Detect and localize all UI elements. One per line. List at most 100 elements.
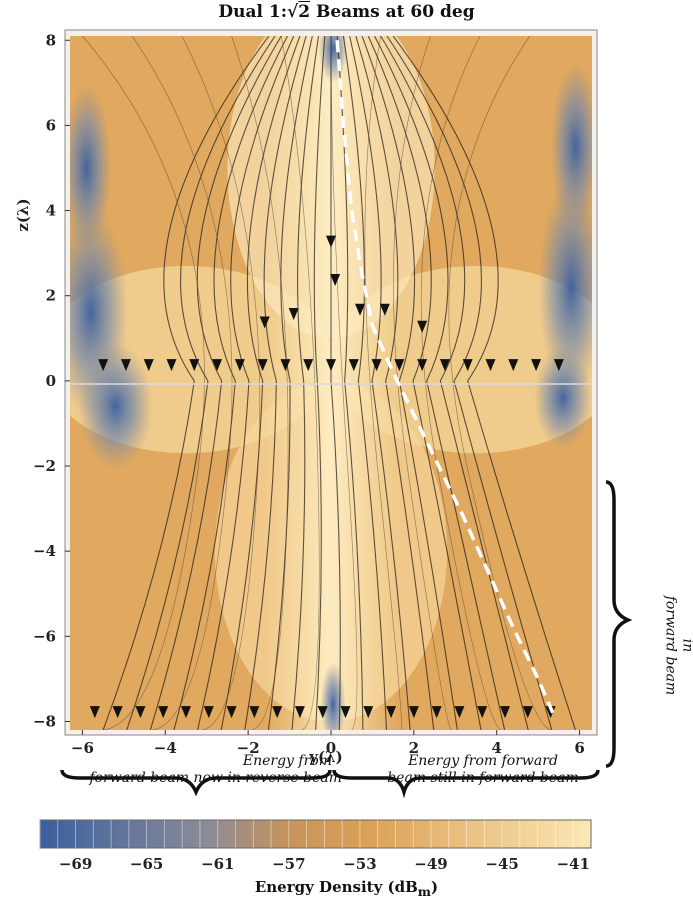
streamline xyxy=(357,380,388,730)
arrow-mark xyxy=(143,359,154,372)
streamline xyxy=(367,36,432,382)
y-axis-label: z(λ) xyxy=(14,198,32,231)
x-tick-label: −4 xyxy=(154,739,177,757)
streamline xyxy=(263,36,307,382)
brace-side xyxy=(605,480,633,768)
streamline xyxy=(386,36,482,382)
streamline xyxy=(163,36,270,382)
arrow-mark xyxy=(226,706,237,719)
arrow-mark xyxy=(394,359,405,372)
x-tick-label: −6 xyxy=(71,739,94,757)
streamline xyxy=(336,36,349,381)
streamlines xyxy=(82,36,576,730)
colorbar-tick-label: −61 xyxy=(201,855,234,873)
stream-arrows xyxy=(89,235,564,719)
annotation-left-line1: Energy from xyxy=(242,753,332,769)
arrow-mark xyxy=(439,359,450,372)
x-tick-label: 6 xyxy=(574,739,584,757)
streamline xyxy=(220,380,264,730)
arrow-mark xyxy=(203,706,214,719)
arrow-mark xyxy=(257,359,268,372)
arrow-mark xyxy=(294,706,305,719)
colorbar-tick-label: −57 xyxy=(272,855,305,873)
arrow-mark xyxy=(500,706,510,719)
streamline xyxy=(361,36,416,382)
annotation-left: Energy from forward beam now in reverse … xyxy=(22,753,342,787)
y-tick-label: −2 xyxy=(33,457,56,475)
heat-low-region xyxy=(534,346,592,449)
heat-low-region xyxy=(70,82,112,254)
arrow-mark xyxy=(531,359,542,372)
streamline xyxy=(246,36,301,382)
streamline xyxy=(213,36,288,382)
arrow-mark xyxy=(348,359,359,372)
y-tick-label: 6 xyxy=(46,116,56,134)
streamline xyxy=(126,380,209,730)
colorbar-tick-label: −41 xyxy=(556,855,589,873)
arrow-mark xyxy=(326,359,336,372)
arrow-mark xyxy=(89,706,100,719)
arrow-mark xyxy=(120,359,131,372)
colorbar-steps xyxy=(39,820,574,848)
annotation-left-line2: forward beam now in reverse beam xyxy=(89,770,342,786)
streamline xyxy=(392,36,499,382)
y-tick-label: 4 xyxy=(46,202,56,220)
arrow-mark xyxy=(477,706,488,719)
arrow-mark xyxy=(355,303,365,316)
streamline xyxy=(467,380,576,730)
streamline xyxy=(374,36,449,382)
colorbar-ticks: −69 −65 −61 −57 −53 −49 −45 −41 xyxy=(59,855,590,873)
arrow-mark xyxy=(363,706,374,719)
contour-line xyxy=(393,36,452,730)
contour-line xyxy=(330,36,358,730)
x-tick-label: 4 xyxy=(491,739,501,757)
arrow-mark xyxy=(112,706,123,719)
colorbar-label: Energy Density (dBm) xyxy=(0,878,693,899)
brace-right xyxy=(332,769,600,799)
annotation-right: Energy from forward beam still in forwar… xyxy=(368,753,598,787)
streamline xyxy=(380,36,466,382)
y-axis: 8 6 4 2 0 −2 −4 −6 −8 xyxy=(33,31,70,730)
x-tick-label: 2 xyxy=(409,739,419,757)
streamline xyxy=(180,36,276,382)
title-prefix: Dual 1: xyxy=(218,2,288,22)
plot-area xyxy=(70,36,592,730)
arrow-mark xyxy=(379,303,390,316)
chart-title: Dual 1:√2 Beams at 60 deg xyxy=(0,2,693,22)
x-axis: −6 −4 −2 0 2 4 6 xyxy=(71,730,585,757)
y-tick-label: −4 xyxy=(33,542,56,560)
arrow-mark xyxy=(371,359,382,372)
arrow-mark xyxy=(431,706,442,719)
arrow-mark xyxy=(326,235,336,248)
streamline xyxy=(267,380,291,730)
arrow-mark xyxy=(189,359,200,372)
arrow-mark xyxy=(340,706,351,719)
title-sqrt-arg: 2 xyxy=(298,2,311,22)
annotation-side: Energy from reverse beam now in forward … xyxy=(662,531,693,761)
x-axis-label: y(λ) xyxy=(308,748,342,766)
heat-low-region xyxy=(318,36,348,83)
colorbar-gradient xyxy=(39,819,592,849)
contour-line xyxy=(364,36,402,730)
contour-line xyxy=(280,36,320,730)
arrow-mark xyxy=(553,359,564,372)
heat-low-region xyxy=(550,61,592,232)
y-tick-label: 0 xyxy=(46,372,56,390)
heat-low-region xyxy=(78,342,153,471)
arrow-mark xyxy=(212,359,223,372)
colorbar-tick-label: −45 xyxy=(485,855,518,873)
arrow-mark xyxy=(181,706,191,719)
streamline xyxy=(230,36,295,382)
colorbar-label-end: ) xyxy=(431,878,439,896)
arrow-mark xyxy=(249,706,260,719)
colorbar: −69 −65 −61 −57 −53 −49 −45 −41 xyxy=(39,819,592,873)
arrow-mark xyxy=(272,706,283,719)
streamline xyxy=(244,380,277,730)
arrow-mark xyxy=(234,359,245,372)
streamline xyxy=(398,380,458,730)
arrow-mark xyxy=(417,359,428,372)
colorbar-tick-label: −49 xyxy=(414,855,447,873)
arrow-mark xyxy=(166,359,177,372)
arrow-mark xyxy=(135,706,146,719)
